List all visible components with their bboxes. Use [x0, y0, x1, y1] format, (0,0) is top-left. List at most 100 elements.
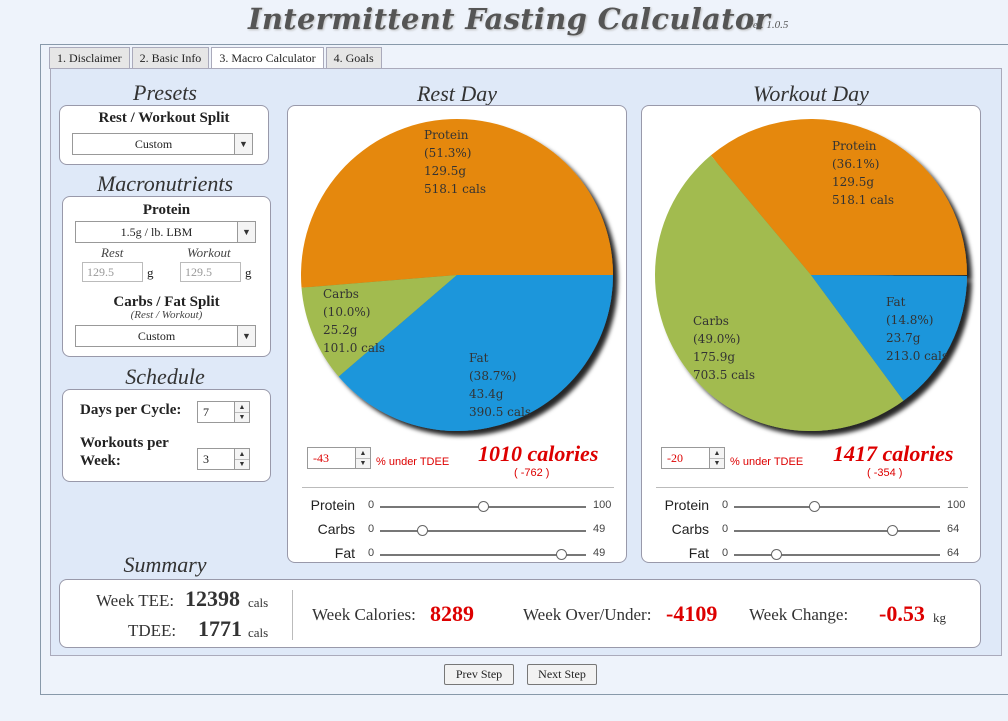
workout-protein-field[interactable]: 129.5: [180, 262, 241, 282]
days-per-cycle-value: 7: [203, 405, 209, 419]
rest-day-title: Rest Day: [416, 81, 498, 106]
rest-unit: g: [147, 265, 154, 280]
workouts-per-week-label-2: Week:: [80, 453, 121, 469]
week-tee-unit: cals: [248, 595, 269, 610]
tdee-unit: cals: [248, 625, 269, 640]
workout-slider-max-fat: 64: [947, 547, 960, 559]
chevron-down-icon: ▼: [234, 134, 252, 154]
next-step-button[interactable]: Next Step: [527, 664, 597, 685]
tab-disclaimer[interactable]: 1. Disclaimer: [49, 47, 130, 69]
week-calories-label: Week Calories:: [312, 605, 416, 624]
rest-protein-field[interactable]: 129.5: [82, 262, 143, 282]
week-change-value: -0.53: [879, 601, 925, 626]
workout-slider-handle-fat[interactable]: [770, 549, 782, 560]
workout-carbs-label-cals: 703.5 cals: [693, 368, 755, 382]
workout-slider-track-fat[interactable]: [734, 554, 940, 556]
prev-step-button[interactable]: Prev Step: [444, 664, 514, 685]
down-arrow-icon[interactable]: ▼: [238, 460, 246, 469]
week-tee-label: Week TEE:: [96, 591, 175, 610]
rest-protein-label-pct: (51.3%): [424, 146, 471, 160]
week-change-unit: kg: [933, 610, 946, 625]
down-arrow-icon[interactable]: ▼: [359, 459, 367, 468]
week-over-under-label: Week Over/Under:: [523, 605, 652, 624]
tdee-label: TDEE:: [128, 621, 177, 640]
rest-slider-label-fat: Fat: [334, 545, 355, 561]
tab-basic-info[interactable]: 2. Basic Info: [131, 47, 210, 69]
rest-protein-label-name: Protein: [424, 128, 469, 142]
rest-slice-fat: [338, 275, 613, 431]
workout-slider-min-carbs: 0: [722, 523, 729, 535]
app-title: Intermittent Fasting Calculator: [248, 2, 771, 36]
down-arrow-icon[interactable]: ▼: [238, 413, 246, 422]
split-select-value: Custom: [134, 136, 173, 151]
workout-fat-label-name: Fat: [886, 295, 906, 309]
workout-slider-track-protein[interactable]: [734, 506, 940, 508]
rest-slice-carbs: [301, 275, 457, 377]
presets-title: Presets: [133, 80, 197, 105]
carbs-fat-split-label: Carbs / Fat Split: [113, 294, 220, 310]
protein-select[interactable]: 1.5g / lb. LBM ▼: [75, 221, 256, 243]
rest-slice-protein: [300, 118, 613, 288]
protein-label: Protein: [142, 202, 191, 218]
stepper-buttons[interactable]: ▲ ▼: [234, 449, 249, 469]
carbs-fat-split-sub: (Rest / Workout): [130, 309, 203, 321]
week-over-under-value: -4109: [666, 601, 718, 626]
stepper-buttons[interactable]: ▲ ▼: [355, 448, 370, 468]
workout-calories-diff: ( -354 ): [867, 467, 903, 479]
chevron-down-icon: ▼: [237, 326, 255, 346]
rest-workout-split-select[interactable]: Custom ▼: [72, 133, 253, 155]
rest-slider-handle-protein[interactable]: [478, 501, 489, 512]
workout-slider-max-protein: 100: [947, 499, 966, 511]
up-arrow-icon[interactable]: ▲: [235, 402, 249, 413]
rest-fat-label-grams: 43.4g: [469, 387, 504, 401]
workout-slider-min-protein: 0: [722, 499, 729, 511]
up-arrow-icon[interactable]: ▲: [356, 448, 370, 459]
workout-fat-label-pct: (14.8%): [886, 313, 933, 327]
workout-carbs-label-name: Carbs: [693, 314, 729, 328]
stepper-buttons[interactable]: ▲ ▼: [709, 448, 724, 468]
macronutrients-title: Macronutrients: [96, 171, 234, 196]
rest-slider-max-carbs: 49: [593, 523, 606, 535]
rest-slider-min-protein: 0: [368, 499, 375, 511]
week-tee-value: 12398: [185, 586, 240, 611]
workout-slider-handle-protein[interactable]: [809, 501, 821, 512]
up-arrow-icon[interactable]: ▲: [710, 448, 724, 459]
stepper-buttons[interactable]: ▲ ▼: [234, 402, 249, 422]
workout-fat-label-grams: 23.7g: [886, 331, 921, 345]
workout-protein-label-grams: 129.5g: [832, 175, 874, 189]
carbs-fat-split-select[interactable]: Custom ▼: [75, 325, 256, 347]
days-per-cycle-stepper[interactable]: 7 ▲ ▼: [197, 401, 250, 423]
rest-slider-handle-fat[interactable]: [555, 549, 567, 560]
workout-slice-protein: [710, 118, 967, 275]
rest-fat-label-pct: (38.7%): [469, 369, 516, 383]
rest-slider-max-protein: 100: [593, 499, 612, 511]
rest-tdee-pct-stepper[interactable]: -43 ▲ ▼: [307, 447, 371, 469]
rest-fat-label-name: Fat: [469, 351, 489, 365]
week-calories-value: 8289: [430, 601, 474, 626]
week-change-label: Week Change:: [749, 605, 849, 624]
workout-slider-handle-carbs[interactable]: [886, 525, 898, 536]
tdee-value: 1771: [198, 616, 242, 641]
rest-slider-track-fat[interactable]: [380, 554, 586, 556]
rest-slider-max-fat: 49: [593, 547, 606, 559]
rest-slider-track-carbs[interactable]: [380, 530, 586, 532]
rest-slider-handle-carbs[interactable]: [417, 525, 429, 536]
workouts-per-week-value: 3: [203, 452, 209, 466]
tab-goals[interactable]: 4. Goals: [325, 47, 382, 69]
summary-box: Week TEE: 12398 cals TDEE: 1771 cals Wee…: [59, 579, 981, 648]
workout-slider-track-carbs[interactable]: [734, 530, 940, 532]
rest-protein-label-cals: 518.1 cals: [424, 182, 486, 196]
workout-day-title: Workout Day: [753, 81, 869, 106]
workouts-per-week-stepper[interactable]: 3 ▲ ▼: [197, 448, 250, 470]
macronutrients-box: Protein 1.5g / lb. LBM ▼ Rest Workout 12…: [62, 196, 271, 357]
rest-day-pie-chart: Protein (51.3%) 129.5g 518.1 cals Carbs …: [300, 118, 613, 431]
workout-slider-label-carbs: Carbs: [671, 521, 709, 537]
presets-box: Rest / Workout Split Custom ▼: [59, 105, 269, 165]
workout-unit: g: [245, 265, 252, 280]
tab-macro-calculator[interactable]: 3. Macro Calculator: [211, 47, 324, 70]
rest-label: Rest: [101, 245, 124, 260]
up-arrow-icon[interactable]: ▲: [235, 449, 249, 460]
workout-tdee-pct-stepper[interactable]: -20 ▲ ▼: [661, 447, 725, 469]
down-arrow-icon[interactable]: ▼: [713, 459, 721, 468]
workout-carbs-label-grams: 175.9g: [693, 350, 735, 364]
